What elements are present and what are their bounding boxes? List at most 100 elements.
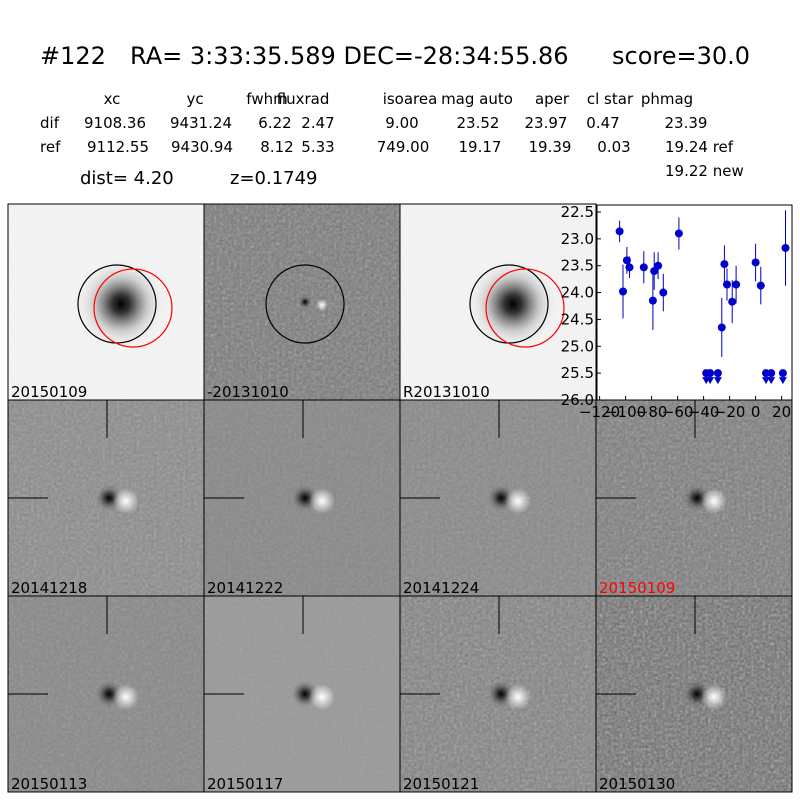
column-header: xc	[104, 90, 121, 108]
point	[625, 263, 634, 272]
table-cell: 9.00	[385, 114, 418, 132]
column-header: cl star	[587, 90, 634, 108]
score: score=30.0	[612, 42, 750, 70]
limit-arrow	[762, 377, 770, 385]
y-tick-label: 24.5	[561, 310, 594, 328]
limit-point	[706, 369, 715, 378]
x-tick-label: 20	[772, 403, 791, 421]
point	[619, 287, 627, 296]
table-cell: 0.47	[586, 114, 619, 132]
source-pos	[316, 299, 328, 311]
source-neg	[298, 295, 312, 309]
column-header: aper	[535, 90, 570, 108]
point	[659, 288, 668, 297]
limit-arrow	[706, 377, 715, 385]
x-tick-label: −100	[605, 403, 646, 421]
table-cell: 749.00	[377, 138, 430, 156]
y-tick-label: 24.0	[561, 284, 594, 302]
panel-label: 20141224	[403, 579, 479, 597]
point	[622, 256, 631, 265]
point	[654, 261, 663, 270]
source-pos	[701, 684, 727, 710]
galaxy	[468, 259, 558, 349]
source-pos	[309, 684, 335, 710]
table-cell: 2.47	[301, 114, 334, 132]
column-header: yc	[186, 90, 203, 108]
limit-point	[767, 369, 776, 378]
limit-point	[713, 369, 722, 378]
phmag-new: 19.22 new	[665, 162, 744, 180]
aperture	[485, 268, 565, 348]
dist: dist= 4.20	[80, 168, 174, 189]
table-cell: 19.17	[459, 138, 502, 156]
light-curve: 22.5 23.0 23.5 24.0 24.5 25.0 25.5 26.0−120−100…	[561, 203, 793, 421]
point	[639, 263, 648, 272]
point	[756, 281, 765, 290]
y-tick-label: 25.0	[561, 337, 594, 355]
source-pos	[505, 684, 531, 710]
panel-label: R20131010	[403, 383, 490, 401]
aperture	[77, 264, 157, 344]
table-cell: ref	[40, 138, 61, 156]
column-header: fluxrad	[277, 90, 330, 108]
redshift: z=0.1749	[230, 168, 318, 189]
x-tick-label: −40	[688, 403, 720, 421]
y-tick-label: 23.0	[561, 230, 594, 248]
aperture	[265, 264, 345, 344]
panel-label: 20150113	[11, 775, 87, 793]
limit-arrow	[767, 377, 776, 385]
limit-point	[778, 369, 787, 378]
table-cell: 9112.55	[87, 138, 149, 156]
panels: 20150109 -20131010 R20131010 20141218 201412…	[7, 203, 793, 793]
table-cell: 19.24 ref	[665, 138, 734, 156]
point	[717, 323, 726, 332]
point	[648, 296, 657, 305]
column-header: fwhm	[246, 90, 287, 108]
point	[728, 297, 737, 306]
table-cell: 9430.94	[171, 138, 233, 156]
table-cell: 23.52	[457, 114, 500, 132]
galaxy	[76, 259, 166, 349]
y-tick-label: 23.5	[561, 257, 594, 275]
panel-label: 20150130	[599, 775, 675, 793]
table-cell: 5.33	[301, 138, 334, 156]
y-tick-label: 26.0	[561, 391, 594, 409]
table-cell: 0.03	[597, 138, 630, 156]
table-cell: dif	[40, 114, 60, 132]
panel-label: 20150121	[403, 775, 479, 793]
point	[781, 243, 790, 252]
x-tick-label: 0	[751, 403, 761, 421]
table-cell: 9431.24	[170, 114, 232, 132]
panel-frame	[595, 595, 793, 793]
panel-label: 20150109	[599, 579, 675, 597]
x-tick-label: −60	[662, 403, 694, 421]
source-pos	[309, 488, 335, 514]
source-pos	[701, 488, 727, 514]
table-cell: 6.22	[258, 114, 291, 132]
column-header: isoarea	[383, 90, 438, 108]
x-tick-label: −20	[714, 403, 746, 421]
object-id: #122	[40, 42, 106, 70]
panel-label: -20131010	[207, 383, 289, 401]
point	[720, 260, 729, 269]
limit-arrow	[778, 377, 787, 385]
x-tick-label: −80	[636, 403, 668, 421]
point	[674, 229, 683, 238]
table-cell: 19.39	[529, 138, 572, 156]
table-cell: 23.39	[665, 114, 708, 132]
column-header: phmag	[641, 90, 693, 108]
point	[723, 280, 731, 289]
table-cell: 23.97	[525, 114, 568, 132]
source-pos	[505, 488, 531, 514]
panel-label: 20141222	[207, 579, 283, 597]
plot-area	[596, 204, 793, 401]
point	[615, 227, 624, 236]
point	[732, 280, 741, 289]
column-header: mag auto	[441, 90, 513, 108]
point	[751, 258, 760, 267]
coords: RA= 3:33:35.589 DEC=-28:34:55.86	[130, 42, 569, 70]
y-tick-label: 25.5	[561, 364, 594, 382]
source-pos	[113, 488, 139, 514]
table-cell: 8.12	[260, 138, 293, 156]
